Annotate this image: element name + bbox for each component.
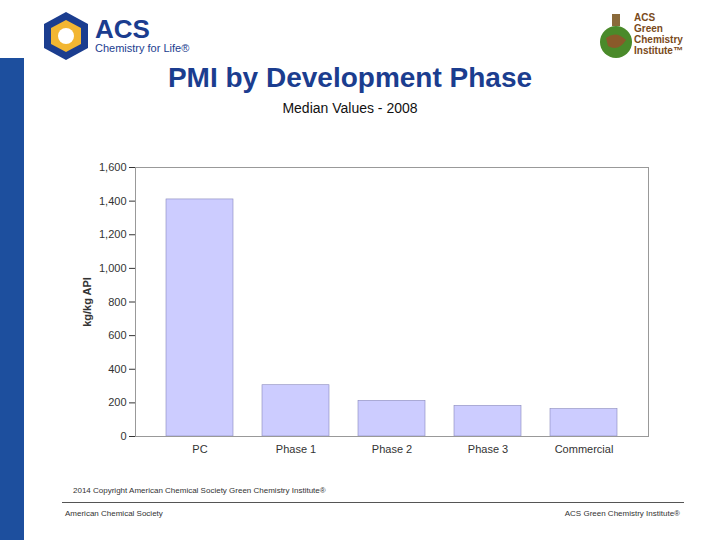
html-text:PMI by Development Phase: PMI by Development Phase (167, 62, 532, 93)
svg-text:Commercial: Commercial (555, 443, 614, 455)
html-text:American Chemical Society: American Chemical Society (65, 509, 163, 518)
svg-text:PC: PC (192, 443, 207, 455)
svg-text:1,000: 1,000 (99, 262, 127, 274)
svg-text:1,400: 1,400 (99, 195, 127, 207)
svg-text:Phase 3: Phase 3 (468, 443, 508, 455)
html-text:Chemistry for Life®: Chemistry for Life® (95, 42, 190, 54)
html-text:Institute™: Institute™ (634, 45, 683, 56)
html-text:Chemistry: Chemistry (634, 34, 683, 45)
html-text:Green: Green (634, 23, 663, 34)
html-text:ACS: ACS (634, 12, 656, 23)
svg-text:0: 0 (120, 430, 126, 442)
svg-text:200: 200 (108, 396, 126, 408)
svg-text:600: 600 (108, 329, 126, 341)
html-text:ACS Green Chemistry Institute®: ACS Green Chemistry Institute® (564, 509, 680, 518)
svg-text:1,600: 1,600 (99, 161, 127, 173)
html-text:2014 Copyright American Chemic: 2014 Copyright American Chemical Society… (73, 486, 326, 495)
svg-text:Phase 2: Phase 2 (372, 443, 412, 455)
svg-text:Phase 1: Phase 1 (276, 443, 316, 455)
html-text:Median Values - 2008: Median Values - 2008 (282, 100, 418, 116)
html-text:ACS: ACS (95, 14, 150, 44)
svg-text:1,200: 1,200 (99, 228, 127, 240)
svg-text:kg/kg API: kg/kg API (81, 277, 93, 327)
svg-text:400: 400 (108, 363, 126, 375)
svg-text:800: 800 (108, 296, 126, 308)
